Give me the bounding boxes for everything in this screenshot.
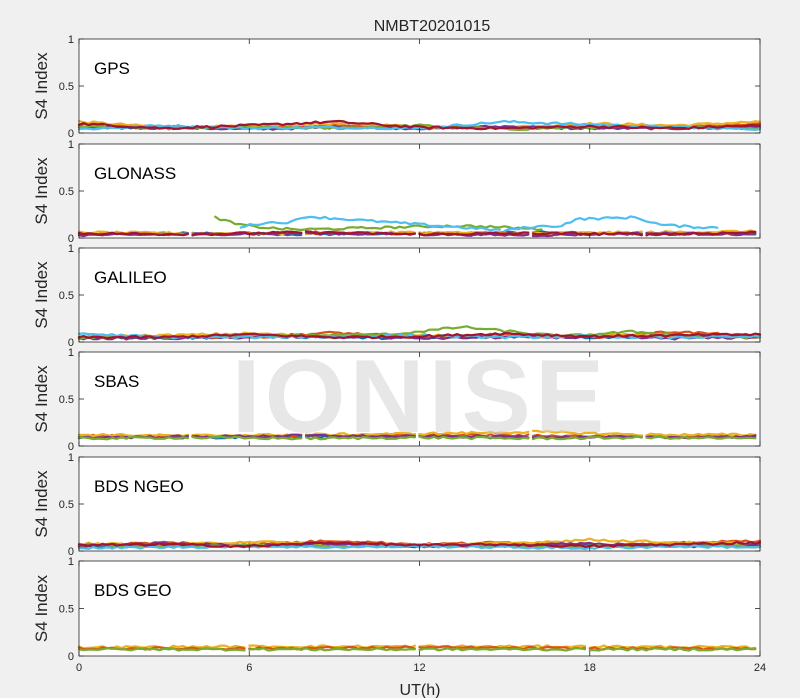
chart-title: NMBT20201015	[374, 18, 491, 35]
y-axis-label: S4 Index	[32, 52, 51, 120]
y-tick-label: 1	[68, 139, 74, 151]
y-tick-label: 0	[68, 441, 74, 453]
series-line	[77, 119, 762, 131]
panel-label: BDS NGEO	[94, 477, 184, 496]
plot-area	[79, 352, 760, 446]
x-tick-label: 0	[76, 662, 82, 674]
y-tick-label: 0.5	[59, 604, 74, 616]
x-tick-label: 6	[246, 662, 252, 674]
x-tick-label: 18	[584, 662, 596, 674]
series-line	[77, 541, 762, 549]
y-axis-label: S4 Index	[32, 574, 51, 642]
plot-area	[79, 248, 760, 342]
y-axis-label: S4 Index	[32, 261, 51, 329]
y-tick-label: 1	[68, 347, 74, 359]
series-line	[77, 332, 762, 340]
panel-label: SBAS	[94, 372, 139, 391]
series-line	[239, 215, 719, 233]
y-tick-label: 0.5	[59, 81, 74, 93]
panel-sbas: 0 0.5 1 SBAS S4 Index	[32, 347, 760, 453]
panel-label: GLONASS	[94, 164, 176, 183]
panel-label: GPS	[94, 59, 130, 78]
y-axis-label: S4 Index	[32, 365, 51, 433]
y-axis-label: S4 Index	[32, 157, 51, 225]
y-tick-label: 0.5	[59, 290, 74, 302]
x-tick-label: 24	[754, 662, 766, 674]
y-tick-label: 0.5	[59, 394, 74, 406]
y-tick-label: 0	[68, 546, 74, 558]
y-tick-label: 0	[68, 233, 74, 245]
x-axis-label: UT(h)	[400, 682, 441, 698]
plot-area	[79, 561, 760, 656]
panel-label: GALILEO	[94, 268, 167, 287]
panel-gps: 0 0.5 1 GPS S4 Index	[32, 34, 762, 140]
panel-galileo: 0 0.5 1 GALILEO S4 Index	[32, 243, 762, 349]
y-tick-label: 1	[68, 243, 74, 255]
panel-glonass: 0 0.5 1 GLONASS S4 Index	[32, 139, 760, 245]
plot-area	[79, 457, 760, 551]
y-tick-label: 1	[68, 34, 74, 46]
y-tick-label: 0	[68, 651, 74, 663]
x-tick-label: 12	[413, 662, 425, 674]
y-tick-label: 0	[68, 337, 74, 349]
plot-area	[79, 39, 760, 133]
y-tick-label: 1	[68, 452, 74, 464]
panels-container: 0 0.5 1 GPS S4 Index 0 0.5 1 GLONASS S4 Index 0 0.5…	[32, 34, 766, 674]
panel-label: BDS GEO	[94, 581, 171, 600]
y-tick-label: 1	[68, 556, 74, 568]
y-axis-label: S4 Index	[32, 470, 51, 538]
y-tick-label: 0	[68, 128, 74, 140]
watermark: IONISE	[232, 339, 609, 455]
y-tick-label: 0.5	[59, 499, 74, 511]
panel-bds-geo: 0 0.5 1 0 6 12 18 24 BDS GEO S4 Index	[32, 556, 766, 674]
panel-bds-ngeo: 0 0.5 1 BDS NGEO S4 Index	[32, 452, 762, 558]
y-tick-label: 0.5	[59, 186, 74, 198]
